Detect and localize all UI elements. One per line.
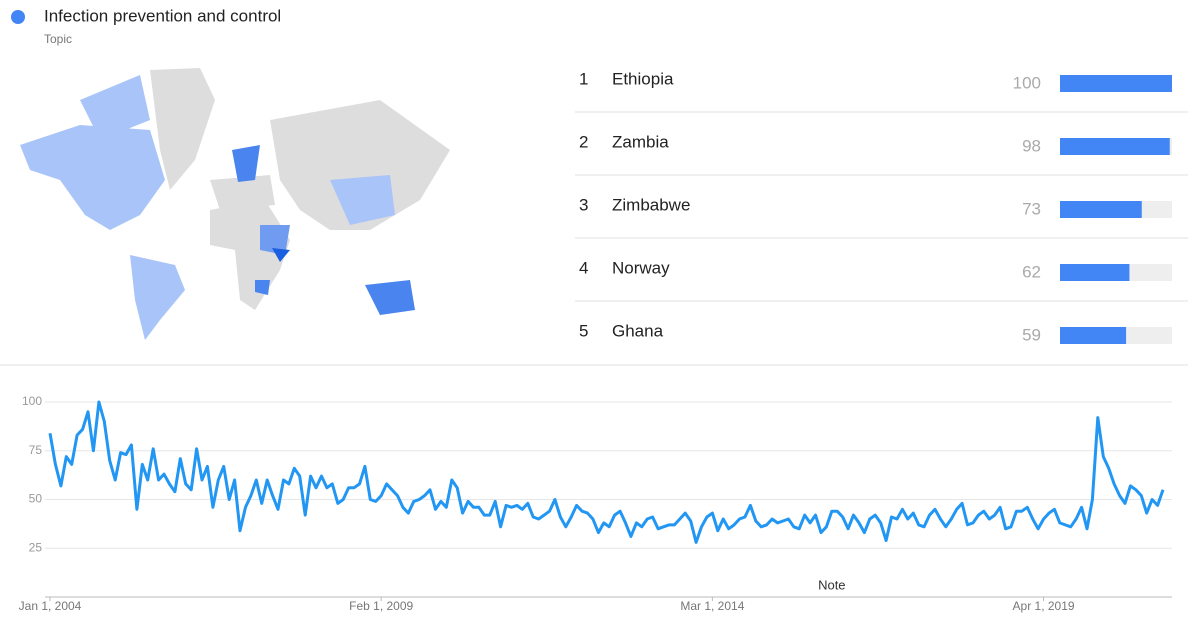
topic-type: Topic	[44, 32, 72, 46]
y-tick-label: 75	[29, 443, 43, 457]
region-name: Norway	[612, 258, 670, 277]
topic-title: Infection prevention and control	[44, 6, 281, 25]
region-value: 98	[1022, 136, 1041, 155]
x-tick-label: Mar 1, 2014	[680, 599, 744, 613]
region-value: 100	[1013, 73, 1041, 92]
y-tick-label: 25	[29, 540, 43, 554]
x-tick-label: Jan 1, 2004	[19, 599, 82, 613]
x-tick-label: Feb 1, 2009	[349, 599, 413, 613]
legend-dot	[11, 10, 25, 24]
bar	[1060, 327, 1127, 344]
bar	[1060, 75, 1172, 92]
rank-number: 5	[579, 321, 588, 340]
y-tick-label: 50	[29, 492, 43, 506]
y-tick-label: 100	[22, 394, 42, 408]
bar	[1060, 138, 1170, 155]
rank-number: 2	[579, 132, 588, 151]
region-name: Ethiopia	[612, 69, 674, 88]
region-value: 62	[1022, 262, 1041, 281]
bar	[1060, 264, 1130, 281]
region-name: Zambia	[612, 132, 669, 151]
rank-number: 4	[579, 258, 588, 277]
region-name: Zimbabwe	[612, 195, 690, 214]
region-name: Ghana	[612, 321, 664, 340]
x-tick-label: Apr 1, 2019	[1013, 599, 1075, 613]
world-map	[20, 68, 450, 340]
region-value: 73	[1022, 199, 1041, 218]
rank-number: 3	[579, 195, 588, 214]
region-value: 59	[1022, 325, 1041, 344]
annotation: Note	[818, 577, 845, 592]
trend-line	[48, 400, 1165, 544]
rank-number: 1	[579, 69, 588, 88]
bar	[1060, 201, 1142, 218]
